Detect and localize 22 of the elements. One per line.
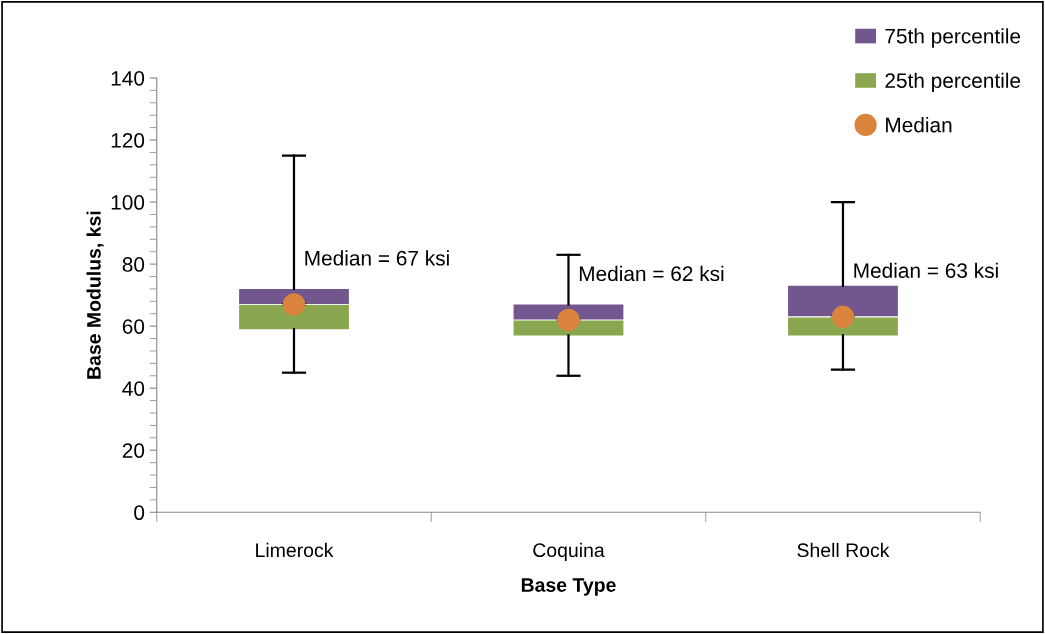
point bbox=[831, 305, 855, 329]
point bbox=[557, 308, 580, 332]
y-tick-label: 20 bbox=[122, 443, 145, 458]
annotation: Median = 63 ksi bbox=[854, 262, 998, 278]
x-tick-label: Coquina bbox=[533, 542, 605, 561]
y-tick-label: 80 bbox=[122, 257, 145, 272]
y-tick-label: 0 bbox=[134, 505, 145, 521]
legend-label: Median bbox=[886, 117, 952, 133]
annotation: Median = 67 ksi bbox=[305, 250, 449, 266]
legend-label: 25th percentile bbox=[885, 72, 1021, 93]
y-tick-label: 100 bbox=[111, 195, 145, 210]
y-tick-label: 140 bbox=[111, 70, 145, 86]
point bbox=[282, 293, 306, 316]
annotation: Median = 62 ksi bbox=[579, 265, 724, 282]
y-axis-title: Base Modulus, ksi bbox=[86, 211, 104, 379]
x-tick-label: Shell Rock bbox=[797, 542, 890, 558]
y-tick-label: 40 bbox=[122, 381, 145, 396]
y-tick-label: 120 bbox=[111, 133, 145, 148]
legend-label: 75th percentile bbox=[885, 28, 1021, 48]
y-tick-label: 60 bbox=[122, 319, 145, 334]
x-tick-label: Limerock bbox=[256, 542, 334, 558]
x-axis-title: Base Type bbox=[521, 578, 616, 596]
